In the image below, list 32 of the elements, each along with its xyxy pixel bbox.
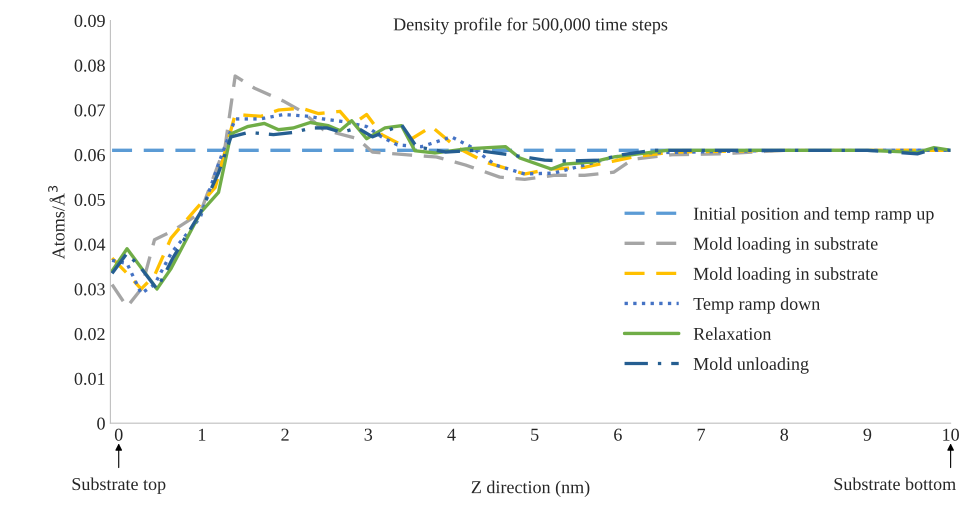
x-tick-label: 9 <box>864 428 872 441</box>
x-tick-label: 4 <box>447 428 456 441</box>
legend-label: Mold loading in substrate <box>694 267 878 284</box>
x-axis-title: Z direction (nm) <box>472 480 590 497</box>
y-axis-title: Atoms/Å$^{3}$ <box>48 186 65 260</box>
y-tick-label: 0.09 <box>74 14 105 28</box>
y-tick-label: 0 <box>97 417 105 430</box>
y-tick-label: 0.08 <box>74 60 105 72</box>
x-tick-label: 3 <box>364 428 372 441</box>
y-tick-label: 0.05 <box>74 194 105 206</box>
text: Substrate bottom <box>834 477 956 490</box>
x-tick-label: 8 <box>780 428 788 441</box>
y-tick-label: 0.07 <box>74 104 106 117</box>
x-tick-label: 7 <box>698 428 706 441</box>
x-tick-label: 10 <box>943 428 959 441</box>
y-tick-label: 0.04 <box>74 238 106 251</box>
x-tick-label: 2 <box>281 428 289 441</box>
y-tick-label: 0.01 <box>74 372 104 385</box>
legend-label: Temp ramp down <box>693 297 820 314</box>
legend-label: Mold loading in substrate <box>694 237 878 254</box>
y-tick-label: 0.06 <box>74 149 105 162</box>
y-tick-label: 0.03 <box>74 283 105 296</box>
x-tick-label: 1 <box>198 428 206 441</box>
legend-label: Initial position and temp ramp up <box>694 207 934 224</box>
x-tick-label: 6 <box>614 428 622 441</box>
y-tick-label: 0.02 <box>74 328 105 340</box>
legend-label: Relaxation <box>694 327 772 340</box>
x-tick-label: 0 <box>114 428 123 441</box>
x-tick-label: 5 <box>531 428 538 441</box>
legend-label: Mold unloading <box>694 357 809 374</box>
text: Substrate top <box>72 477 166 494</box>
chart-title: Density profile for 500,000 time steps <box>394 18 668 34</box>
